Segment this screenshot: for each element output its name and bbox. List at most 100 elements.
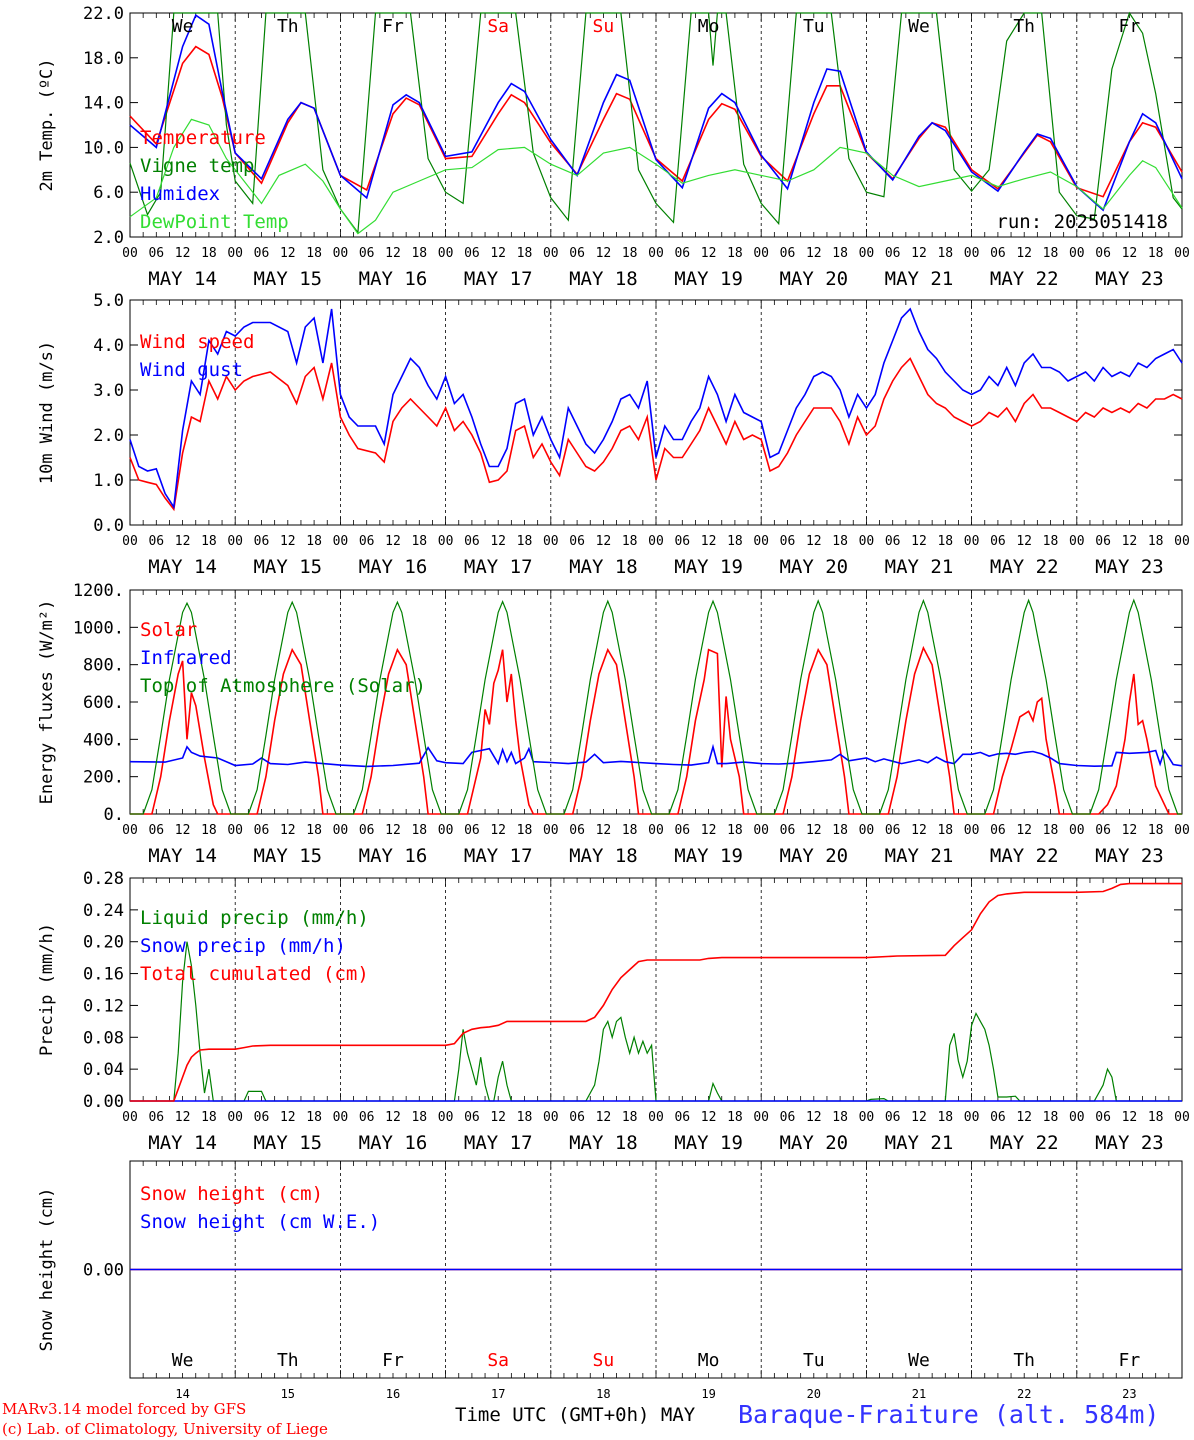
hour-tick-label: 00	[122, 246, 138, 261]
hour-tick-label: 00	[333, 1110, 349, 1125]
hour-tick-label: 06	[1095, 246, 1111, 261]
hour-tick-label: 12	[175, 246, 191, 261]
hour-tick-label: 06	[359, 1110, 375, 1125]
date-label: MAY 14	[148, 268, 217, 290]
run-label: run: 2025051418	[996, 211, 1168, 233]
series-line-blue	[129, 743, 1183, 768]
y-tick-label: 0.04	[83, 1060, 124, 1080]
y-tick-label: 2.0	[93, 426, 124, 446]
hour-tick-label: 18	[1043, 534, 1059, 549]
hour-tick-label: 00	[122, 534, 138, 549]
date-label: MAY 21	[885, 1132, 954, 1154]
date-label: MAY 21	[885, 845, 954, 867]
y-tick-label: 0.20	[83, 933, 124, 953]
date-label: MAY 16	[359, 1132, 428, 1154]
day-of-week-label: Th	[1013, 16, 1035, 37]
y-tick-label: 0.24	[83, 901, 124, 921]
hour-tick-label: 12	[385, 823, 401, 838]
hour-tick-label: 18	[306, 246, 322, 261]
hour-tick-label: 18	[937, 534, 953, 549]
legend-entry: Top of Atmosphere (Solar)	[140, 675, 426, 697]
day-number-label: 18	[596, 1387, 610, 1401]
hour-tick-label: 00	[122, 1110, 138, 1125]
hour-tick-label: 18	[517, 534, 533, 549]
y-tick-label: 0.0	[93, 516, 124, 536]
day-number-label: 19	[701, 1387, 715, 1401]
hour-tick-label: 00	[964, 246, 980, 261]
y-tick-label: 0.28	[83, 869, 124, 889]
hour-tick-label: 06	[674, 246, 690, 261]
hour-tick-label: 06	[148, 246, 164, 261]
hour-tick-label: 06	[780, 823, 796, 838]
hour-tick-label: 12	[385, 1110, 401, 1125]
hour-tick-label: 18	[727, 823, 743, 838]
hour-tick-label: 06	[674, 1110, 690, 1125]
hour-tick-label: 18	[306, 1110, 322, 1125]
hour-tick-label: 18	[832, 823, 848, 838]
hour-tick-label: 12	[490, 823, 506, 838]
y-tick-label: 400.	[83, 730, 124, 750]
hour-tick-label: 12	[596, 1110, 612, 1125]
date-label: MAY 23	[1095, 268, 1164, 290]
series-line-green	[129, 11, 1183, 235]
hour-tick-label: 00	[1174, 823, 1190, 838]
hour-tick-label: 06	[254, 246, 270, 261]
hour-tick-label: 06	[569, 246, 585, 261]
day-of-week-label: Su	[593, 16, 615, 37]
hour-tick-label: 00	[543, 823, 559, 838]
date-label: MAY 19	[674, 556, 743, 578]
hour-tick-label: 06	[780, 246, 796, 261]
day-of-week-label: Mo	[698, 1350, 720, 1371]
hour-tick-label: 18	[201, 246, 217, 261]
y-tick-label: 18.0	[83, 49, 124, 69]
hour-tick-label: 00	[1174, 1110, 1190, 1125]
hour-tick-label: 06	[148, 534, 164, 549]
day-number-label: 16	[386, 1387, 400, 1401]
hour-tick-label: 12	[701, 534, 717, 549]
hour-tick-label: 18	[411, 1110, 427, 1125]
hour-tick-label: 12	[490, 1110, 506, 1125]
hour-tick-label: 12	[806, 246, 822, 261]
date-label: MAY 18	[569, 268, 638, 290]
y-tick-label: 3.0	[93, 381, 124, 401]
hour-tick-label: 06	[254, 534, 270, 549]
hour-tick-label: 12	[1122, 246, 1138, 261]
y-tick-label: 6.0	[93, 183, 124, 203]
hour-tick-label: 00	[227, 1110, 243, 1125]
hour-tick-label: 12	[280, 823, 296, 838]
date-label: MAY 17	[464, 268, 533, 290]
y-tick-label: 5.0	[93, 291, 124, 311]
hour-tick-label: 12	[806, 534, 822, 549]
hour-tick-label: 12	[175, 823, 191, 838]
panel-4	[129, 877, 1183, 1102]
hour-tick-label: 06	[254, 1110, 270, 1125]
hour-tick-label: 18	[411, 534, 427, 549]
hour-tick-label: 06	[148, 1110, 164, 1125]
hour-tick-label: 06	[359, 823, 375, 838]
series-line-red	[129, 357, 1183, 512]
series-line-green	[130, 941, 1182, 1102]
hour-tick-label: 18	[1043, 246, 1059, 261]
date-label: MAY 22	[990, 845, 1059, 867]
hour-tick-label: 00	[543, 534, 559, 549]
hour-tick-label: 12	[806, 1110, 822, 1125]
hour-tick-label: 12	[490, 534, 506, 549]
day-number-label: 17	[491, 1387, 505, 1401]
hour-tick-label: 12	[911, 534, 927, 549]
hour-tick-label: 18	[411, 823, 427, 838]
hour-tick-label: 06	[464, 823, 480, 838]
date-label: MAY 18	[569, 556, 638, 578]
hour-tick-label: 06	[780, 1110, 796, 1125]
day-of-week-label: Fr	[382, 16, 404, 37]
hour-tick-label: 12	[280, 534, 296, 549]
hour-tick-label: 18	[622, 823, 638, 838]
date-label: MAY 19	[674, 268, 743, 290]
hour-tick-label: 06	[674, 534, 690, 549]
hour-tick-label: 12	[911, 1110, 927, 1125]
day-of-week-label: Sa	[487, 1350, 509, 1371]
hour-tick-label: 06	[885, 246, 901, 261]
y-tick-label: 800.	[83, 656, 124, 676]
y-tick-label: 2.0	[93, 228, 124, 248]
legend-entry: Snow height (cm W.E.)	[140, 1211, 380, 1233]
hour-tick-label: 06	[780, 534, 796, 549]
